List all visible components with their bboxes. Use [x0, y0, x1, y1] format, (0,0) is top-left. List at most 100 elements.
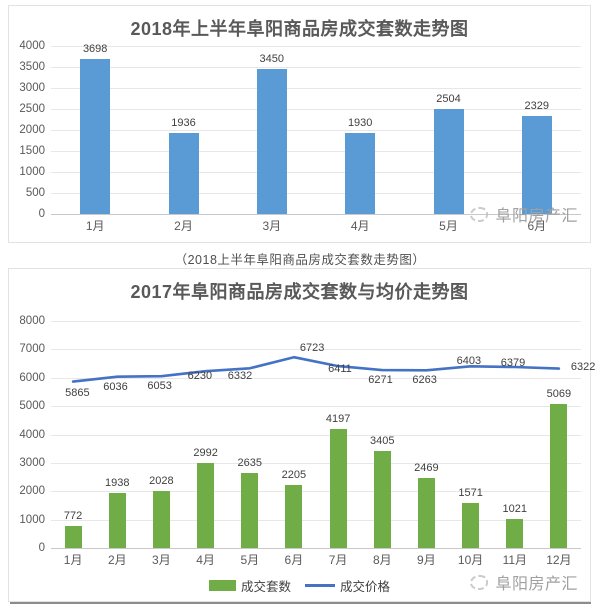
plot-area: 0 500 1000 1500 2000 2500 3000 3500 4000 3698 1936… [19, 40, 581, 220]
bar-3月 [256, 69, 287, 214]
bar-11月 [506, 519, 524, 548]
y-tick-label: 4000 [19, 40, 45, 52]
bar-4月 [345, 132, 376, 214]
x-axis-line [51, 214, 581, 215]
chart-2017-sales-and-price: 2017年阜阳商品房成交套数与均价走势图 0 1000 2000 3000 4000 50… [8, 268, 595, 602]
bar-6月 [521, 116, 552, 214]
bar-value-label: 1938 [105, 477, 130, 489]
grid-line [51, 321, 581, 322]
grid-line [51, 46, 581, 47]
y-tick-label: 8000 [19, 315, 45, 327]
grid-line [51, 67, 581, 68]
y-tick-label: 3000 [19, 82, 45, 94]
grid-line [51, 462, 581, 464]
grid-line [51, 109, 581, 110]
bar-value-label: 2469 [414, 461, 439, 474]
x-tick-label: 10月 [457, 553, 484, 567]
x-tick-label: 5月 [240, 553, 260, 567]
x-tick-label: 4月 [350, 219, 370, 233]
y-tick-label: 5000 [19, 400, 45, 413]
watermark: 阜阳房产汇 [470, 202, 578, 226]
price-label: 6332 [227, 370, 253, 383]
grid-line [51, 349, 581, 351]
watermark: 阜阳房产汇 [470, 570, 578, 594]
bar-value-label: 5069 [546, 388, 572, 401]
price-label: 6053 [147, 380, 172, 393]
bar-value-label: 3450 [259, 53, 285, 66]
legend: 成交套数 成交价格 [9, 576, 590, 595]
bar-value-label: 2205 [281, 469, 307, 482]
bar-9月 [417, 477, 435, 548]
bar-value-label: 2504 [436, 92, 461, 105]
legend-entry-line: 成交价格 [305, 576, 390, 595]
y-tick-label: 2500 [19, 103, 45, 115]
bar-7月 [329, 428, 347, 548]
watermark-logo-icon [470, 574, 489, 590]
bar-value-label: 3698 [82, 42, 108, 55]
grid-line [51, 434, 581, 436]
x-axis-labels: 1月 2月 3月 4月 5月 6月 7月 8月 9月 10月 11月 12月 [51, 552, 581, 570]
price-label: 6322 [570, 360, 596, 373]
legend-label: 成交套数 [240, 580, 291, 594]
watermark-logo-icon [470, 206, 489, 222]
x-tick-label: 8月 [372, 553, 392, 567]
plot-area: 0 1000 2000 3000 4000 5000 6000 7000 8000 772 1938… [19, 315, 595, 554]
x-tick-label: 12月 [546, 553, 572, 567]
grid-line [51, 172, 581, 173]
grid-line [51, 377, 581, 379]
price-label: 6723 [299, 342, 325, 355]
grid-line [51, 88, 581, 89]
bar-8月 [373, 451, 391, 548]
y-tick-label: 1000 [19, 166, 45, 178]
x-tick-label: 7月 [328, 553, 348, 567]
x-tick-label: 1月 [63, 553, 83, 567]
bar-12月 [550, 404, 568, 548]
y-tick-label: 3000 [19, 456, 45, 469]
price-label: 5865 [65, 386, 90, 399]
price-label: 6403 [456, 355, 482, 368]
grid-line [51, 151, 581, 152]
bar-value-label: 1571 [458, 487, 483, 500]
y-tick-label: 2000 [19, 124, 45, 136]
bar-3月 [152, 490, 170, 548]
bar-2月 [168, 132, 199, 214]
price-label: 6036 [103, 380, 128, 393]
y-tick-label: 0 [38, 542, 45, 554]
x-axis-labels: 1月 2月 3月 4月 5月 6月 [51, 218, 581, 236]
bar-6月 [285, 485, 303, 548]
bar-value-label: 1930 [347, 116, 373, 129]
bar-value-label: 2028 [149, 474, 174, 487]
legend-label: 成交价格 [340, 580, 391, 594]
price-line [71, 355, 561, 383]
x-tick-label: 5月 [439, 219, 458, 233]
x-axis-line [51, 548, 581, 549]
bar-4月 [197, 463, 215, 548]
x-tick-label: 2月 [107, 553, 127, 567]
x-tick-label: 6月 [527, 219, 547, 233]
watermark-text: 阜阳房产汇 [495, 208, 578, 225]
y-tick-label: 4000 [19, 428, 45, 441]
grid-line [51, 406, 581, 408]
legend-entry-bars: 成交套数 [208, 576, 291, 595]
y-tick-label: 7000 [19, 343, 45, 356]
bar-value-label: 1021 [502, 503, 528, 515]
price-label: 6379 [500, 357, 526, 369]
price-label: 6263 [412, 374, 437, 387]
bar-1月 [80, 58, 111, 214]
legend-bar-swatch-icon [208, 580, 236, 591]
y-tick-label: 3500 [19, 61, 45, 73]
x-tick-label: 1月 [85, 219, 105, 233]
x-tick-label: 9月 [417, 553, 436, 567]
y-tick-label: 500 [25, 187, 45, 199]
bar-value-label: 2329 [524, 100, 550, 113]
price-label: 6411 [328, 363, 352, 376]
bar-value-label: 1936 [171, 116, 196, 129]
bar-value-label: 772 [63, 510, 83, 523]
watermark-text: 阜阳房产汇 [495, 576, 578, 593]
y-tick-label: 1500 [19, 145, 45, 157]
chart-title: 2017年阜阳商品房成交套数与均价走势图 [130, 282, 469, 302]
x-tick-label: 6月 [284, 553, 304, 567]
bottom-divider [10, 602, 591, 604]
grid-line [51, 130, 581, 131]
bar-1月 [64, 526, 82, 548]
